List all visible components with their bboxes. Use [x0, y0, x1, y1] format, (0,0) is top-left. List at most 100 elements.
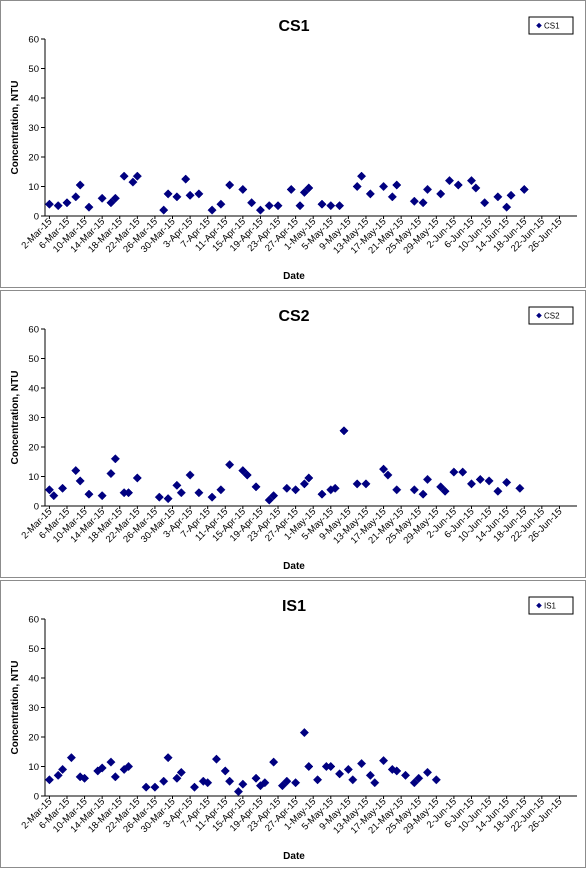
data-point [466, 479, 477, 489]
data-point [378, 181, 389, 192]
data-point [132, 171, 142, 181]
data-point [251, 773, 261, 783]
data-point [110, 193, 120, 203]
data-point [480, 198, 490, 208]
legend-marker [536, 22, 542, 29]
data-point [71, 192, 81, 202]
data-point [418, 198, 428, 208]
chart-title: CS2 [278, 308, 309, 325]
data-point [71, 466, 81, 476]
data-point [84, 202, 94, 212]
data-point [225, 180, 235, 190]
data-point [436, 482, 446, 492]
data-point [422, 184, 433, 195]
data-point [471, 183, 481, 193]
data-point [409, 196, 419, 206]
data-point [159, 205, 169, 215]
y-tick-label: 10 [28, 182, 39, 193]
data-point [273, 201, 283, 211]
data-point [343, 764, 353, 775]
y-axis-title: Concentration, NTU [10, 81, 21, 175]
data-point [282, 483, 292, 493]
data-point [422, 474, 433, 485]
data-point [106, 198, 116, 208]
data-point [141, 782, 151, 792]
chart-svg: IS101020304050602-Mar-156-Mar-1510-Mar-1… [10, 596, 577, 862]
data-point [484, 476, 494, 486]
data-point [515, 483, 525, 493]
data-point [203, 778, 213, 788]
data-point [97, 763, 107, 773]
data-point [255, 205, 265, 215]
data-point [75, 180, 85, 190]
data-point [326, 201, 336, 211]
y-tick-label: 60 [28, 35, 39, 46]
legend-box [528, 306, 574, 325]
y-tick-label: 0 [34, 212, 39, 223]
data-point [264, 201, 274, 211]
data-point [282, 776, 292, 786]
data-point [97, 193, 107, 203]
data-point [383, 470, 393, 480]
data-point [264, 495, 274, 505]
data-point [194, 189, 204, 199]
data-point [304, 473, 314, 483]
data-point [181, 174, 191, 184]
data-point [238, 466, 248, 476]
data-point [352, 479, 362, 489]
legend: CS1 [528, 16, 574, 35]
y-tick-label: 20 [28, 733, 39, 744]
data-point [260, 778, 270, 788]
data-point [132, 473, 142, 483]
data-point [317, 199, 327, 209]
data-point [335, 769, 345, 779]
data-point [493, 192, 503, 202]
data-point [519, 184, 529, 195]
data-point [299, 479, 309, 489]
data-point [84, 489, 94, 499]
data-point [185, 190, 195, 200]
data-point [80, 773, 90, 783]
data-point [225, 460, 235, 470]
x-axis-title: Date [283, 271, 305, 282]
data-point [458, 467, 468, 477]
y-tick-label: 30 [28, 703, 39, 714]
legend: CS2 [528, 306, 574, 325]
data-point [220, 766, 230, 776]
data-point [225, 776, 235, 786]
data-point [453, 180, 463, 190]
data-point [207, 492, 217, 502]
data-point [304, 183, 314, 193]
y-tick-label: 10 [28, 472, 39, 483]
legend-label: CS1 [544, 22, 560, 31]
data-point [194, 488, 204, 498]
data-point [291, 485, 301, 495]
data-point [431, 775, 441, 785]
legend-label: CS2 [544, 312, 560, 321]
data-point [335, 201, 345, 211]
chart-panel-cs2: CS2 0 10 20 30 40 50 60 2-Mar-15 6-Mar-15 10-Mar-1… [0, 290, 586, 578]
y-tick-label: 40 [28, 674, 39, 685]
data-point [172, 480, 182, 490]
data-point [123, 761, 134, 772]
data-point [440, 486, 450, 496]
data-point [159, 776, 169, 786]
y-tick-label: 20 [28, 443, 39, 454]
data-point [123, 488, 134, 498]
data-point [387, 192, 397, 202]
data-point [422, 767, 433, 777]
data-point [295, 201, 305, 211]
y-tick-label: 10 [28, 762, 39, 773]
legend-box [528, 596, 574, 615]
chart-svg: CS101020304050602-Mar-156-Mar-1510-Mar-1… [10, 16, 577, 282]
data-point [53, 770, 63, 780]
x-axis-title: Date [283, 561, 305, 572]
data-point [339, 426, 349, 436]
data-point [313, 775, 323, 785]
data-point [58, 483, 68, 493]
data-point [436, 189, 446, 199]
data-point [128, 177, 138, 187]
legend-label: IS1 [544, 602, 557, 611]
data-point [247, 198, 257, 208]
x-axis-title: Date [283, 851, 305, 862]
